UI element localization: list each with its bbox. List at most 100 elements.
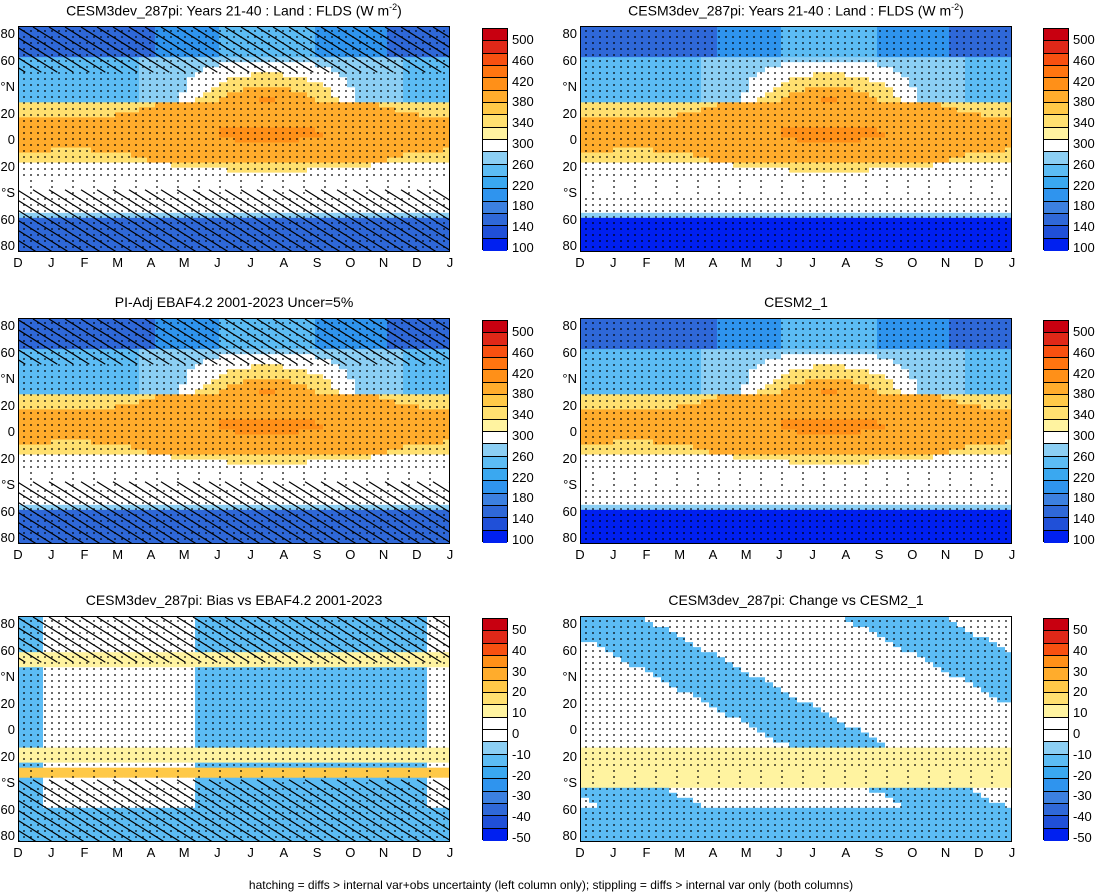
heatmap-cell: [75, 232, 84, 239]
stipple-dot: [310, 246, 312, 248]
heatmap-cell: [123, 212, 132, 219]
heatmap-cell: [251, 157, 260, 164]
heatmap-cell: [403, 97, 412, 103]
heatmap-cell: [131, 242, 140, 249]
heatmap-cell: [131, 27, 140, 33]
heatmap-cell: [163, 187, 172, 194]
heatmap-cell: [323, 157, 332, 164]
stipple-dot: [373, 210, 375, 212]
heatmap-cell: [179, 217, 188, 224]
heatmap-cell: [235, 202, 244, 209]
stipple-dot: [422, 78, 424, 80]
heatmap-cell: [283, 167, 292, 174]
heatmap-cell: [435, 227, 444, 234]
heatmap-cell: [171, 132, 180, 139]
heatmap-cell: [43, 212, 52, 219]
stipple-dot: [443, 30, 445, 32]
heatmap-cell: [837, 32, 846, 38]
stipple-dot: [373, 240, 375, 242]
hatch-line: [336, 189, 437, 251]
heatmap-cell: [419, 222, 428, 229]
heatmap-cell: [339, 142, 348, 149]
stipple-dot: [331, 114, 333, 116]
stipple-dot: [79, 78, 81, 80]
heatmap-cell: [901, 27, 910, 33]
heatmap-cell: [435, 87, 444, 93]
heatmap-cell: [99, 67, 108, 73]
stipple-dot: [268, 234, 270, 236]
heatmap-cell: [387, 67, 396, 73]
stipple-dot: [163, 120, 165, 122]
heatmap-cell: [315, 172, 324, 179]
heatmap-cell: [243, 192, 252, 199]
heatmap-cell: [123, 227, 132, 234]
heatmap-cell: [339, 152, 348, 159]
stipple-dot: [93, 174, 95, 176]
stipple-dot: [23, 132, 25, 134]
stipple-dot: [261, 126, 263, 128]
heatmap-cell: [115, 117, 124, 124]
heatmap-cell: [307, 162, 316, 169]
heatmap-cell: [171, 232, 180, 239]
heatmap-cell: [837, 37, 846, 43]
y-tick-label: 80: [0, 26, 15, 41]
heatmap-cell: [443, 92, 449, 98]
stipple-dot: [261, 42, 263, 44]
heatmap-cell: [427, 112, 436, 118]
heatmap-cell: [283, 127, 292, 134]
stipple-dot: [30, 144, 32, 146]
heatmap-cell: [331, 142, 340, 149]
stipple-dot: [282, 126, 284, 128]
stipple-dot: [324, 108, 326, 110]
stipple-dot: [205, 144, 207, 146]
heatmap-cell: [267, 162, 276, 169]
heatmap-cell: [283, 117, 292, 124]
heatmap-cell: [885, 42, 894, 48]
heatmap-cell: [403, 212, 412, 219]
heatmap-cell: [147, 182, 156, 189]
heatmap-cell: [251, 152, 260, 159]
heatmap-cell: [347, 242, 356, 249]
heatmap-cell: [411, 77, 420, 83]
hatch-line: [112, 27, 186, 73]
heatmap-cell: [275, 97, 284, 103]
stipple-dot: [142, 42, 144, 44]
heatmap-cell: [693, 42, 702, 48]
stipple-dot: [86, 132, 88, 134]
hatch-line: [32, 189, 133, 251]
heatmap-cell: [589, 32, 598, 38]
heatmap-cell: [773, 37, 782, 43]
heatmap-cell: [243, 232, 252, 239]
heatmap-cell: [219, 27, 228, 33]
stipple-dot: [415, 90, 417, 92]
heatmap-cell: [347, 137, 356, 144]
stipple-dot: [408, 48, 410, 50]
heatmap-cell: [155, 232, 164, 239]
heatmap-cell: [171, 112, 180, 118]
heatmap-cell: [195, 132, 204, 139]
heatmap-cell: [403, 112, 412, 118]
heatmap-cell: [67, 187, 76, 194]
stipple-dot: [114, 54, 116, 56]
heatmap-cell: [203, 57, 212, 63]
heatmap-cell: [347, 132, 356, 139]
heatmap-cell: [75, 242, 84, 249]
heatmap-cell: [443, 37, 449, 43]
stipple-dot: [408, 72, 410, 74]
stipple-dot: [100, 228, 102, 230]
heatmap-cell: [925, 32, 934, 38]
heatmap-cell: [91, 177, 100, 184]
heatmap-cell: [387, 52, 396, 58]
heatmap-cell: [107, 177, 116, 184]
stipple-dot: [436, 156, 438, 158]
stipple-dot: [268, 174, 270, 176]
heatmap-cell: [131, 162, 140, 169]
stipple-dot: [51, 144, 53, 146]
stipple-dot: [240, 216, 242, 218]
heatmap-cell: [323, 32, 332, 38]
heatmap-cell: [629, 32, 638, 38]
stipple-dot: [429, 48, 431, 50]
heatmap-cell: [379, 177, 388, 184]
heatmap-cell: [147, 42, 156, 48]
heatmap-cell: [259, 72, 268, 78]
